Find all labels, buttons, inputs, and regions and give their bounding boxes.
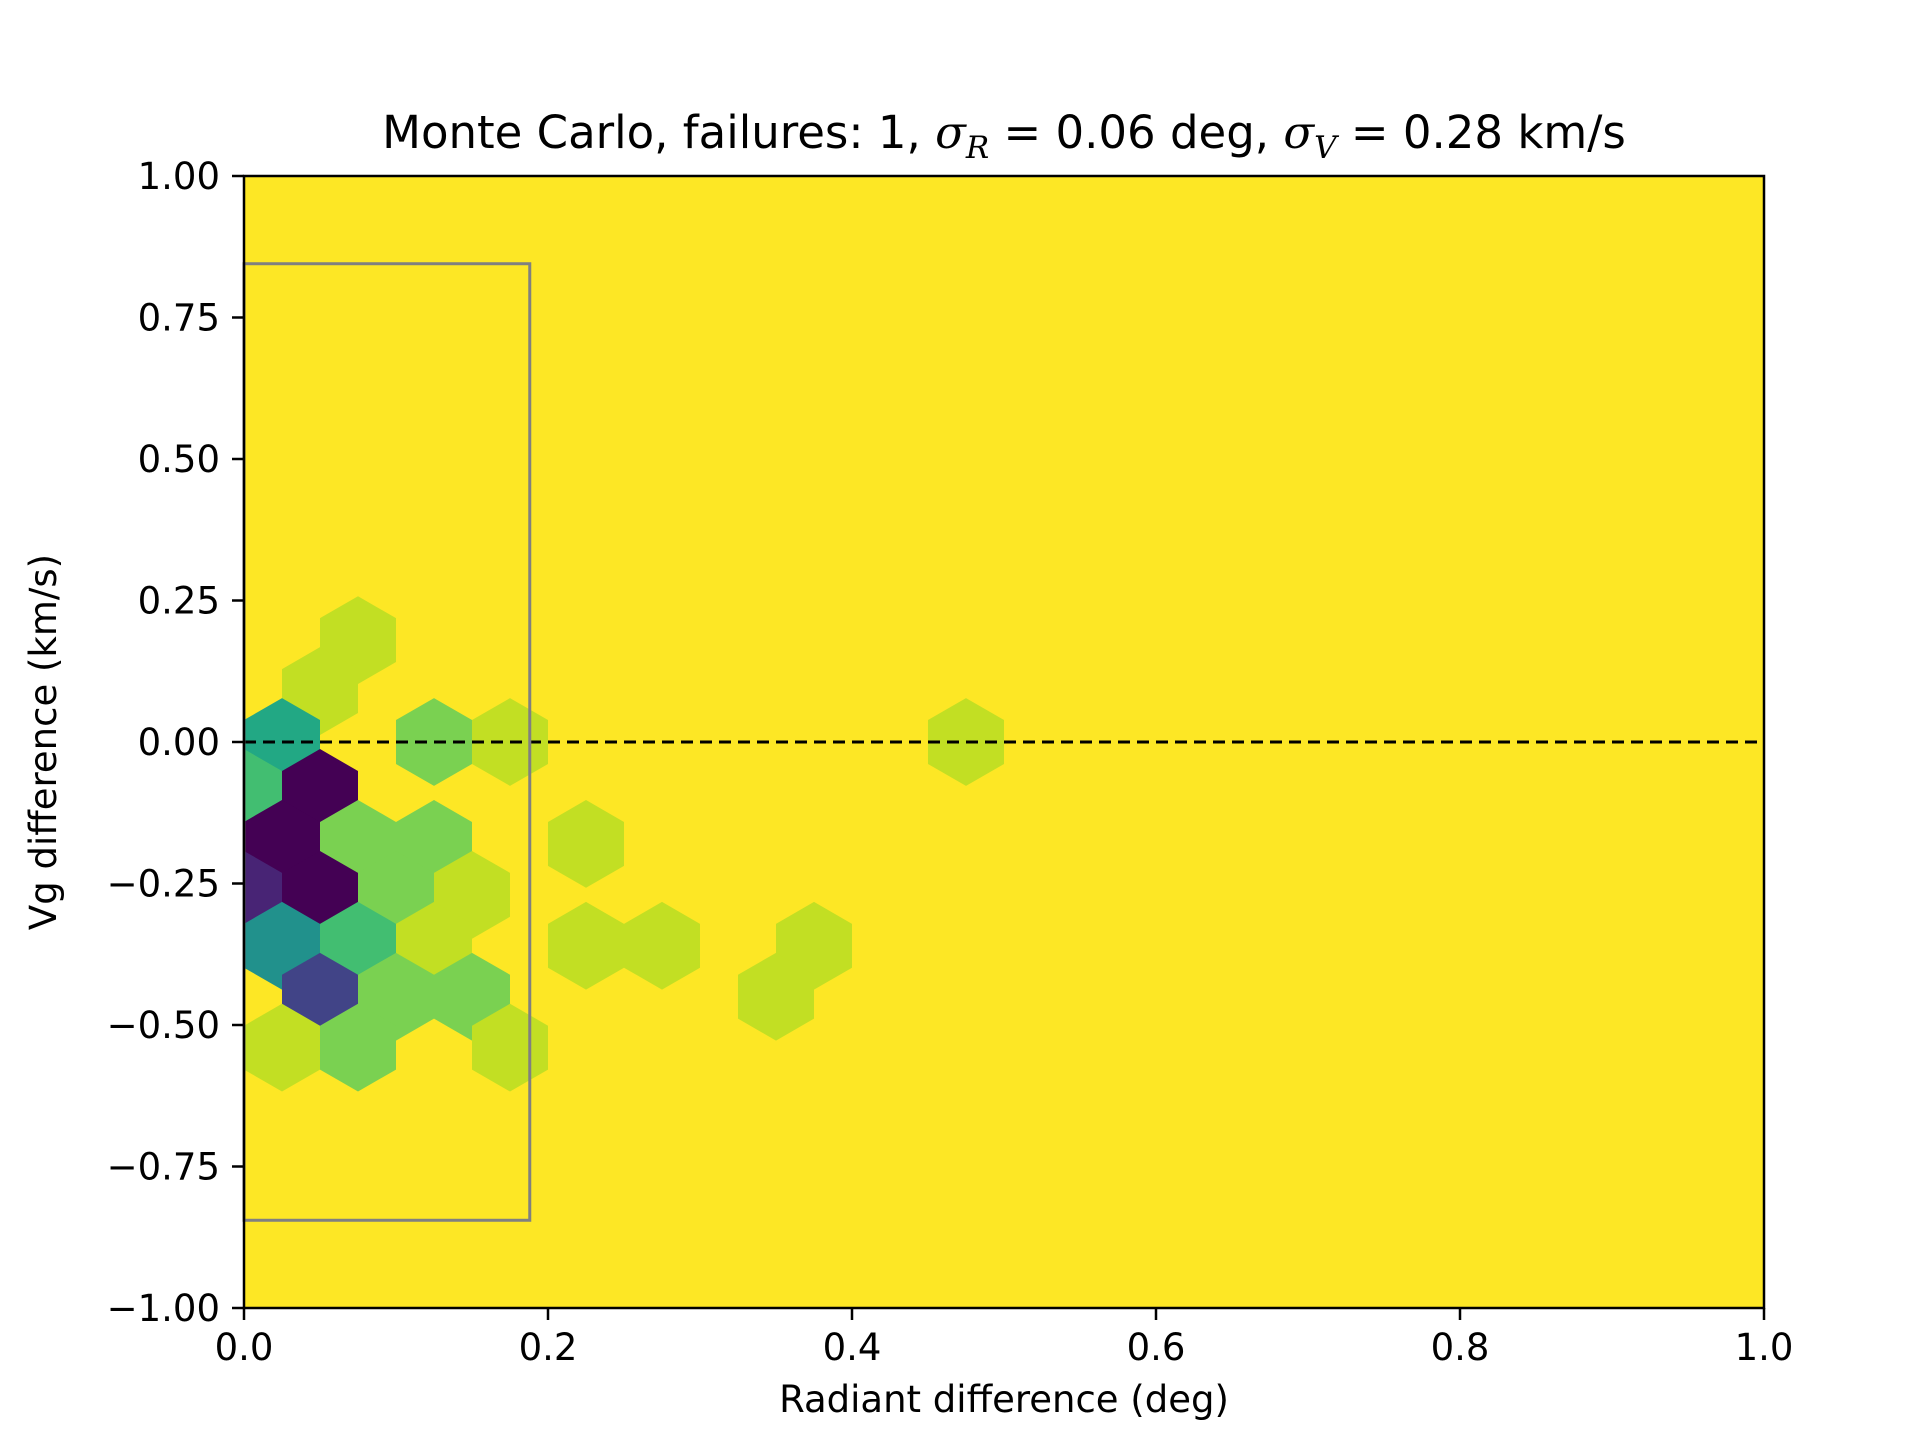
y-axis-label: Vg difference (km/s) bbox=[22, 554, 65, 930]
title-v-value: = 0.28 km/s bbox=[1337, 106, 1626, 159]
y-tick-label: 0.25 bbox=[138, 580, 220, 623]
chart-title: Monte Carlo, failures: 1, σR = 0.06 deg,… bbox=[382, 106, 1626, 166]
x-tick-label: 1.0 bbox=[1735, 1326, 1794, 1369]
hex-cell-11 bbox=[548, 800, 624, 888]
title-r-value: = 0.06 deg, bbox=[989, 106, 1283, 159]
hex-cell-19 bbox=[548, 901, 624, 990]
hex-cell-26 bbox=[244, 1003, 320, 1092]
x-axis-label: Radiant difference (deg) bbox=[779, 1378, 1229, 1421]
hex-cell-27 bbox=[320, 1003, 396, 1092]
hex-cell-20 bbox=[624, 901, 700, 990]
y-tick-label: −1.00 bbox=[107, 1287, 220, 1330]
x-tick-label: 0.4 bbox=[823, 1326, 882, 1369]
x-tick-label: 0.2 bbox=[519, 1326, 578, 1369]
y-tick-label: −0.25 bbox=[107, 863, 220, 906]
x-axis: 0.0 0.2 0.4 0.6 0.8 1.0 bbox=[215, 1308, 1794, 1369]
y-tick-label: 0.50 bbox=[138, 438, 220, 481]
hex-cell-25 bbox=[738, 952, 814, 1041]
title-prefix: Monte Carlo, failures: 1, bbox=[382, 106, 935, 159]
title-sigma-v: σ bbox=[1283, 106, 1315, 159]
x-tick-label: 0.6 bbox=[1127, 1326, 1186, 1369]
title-sub-v: V bbox=[1314, 130, 1340, 166]
y-tick-label: 1.00 bbox=[138, 155, 220, 198]
y-tick-label: −0.75 bbox=[107, 1146, 220, 1189]
x-tick-label: 0.0 bbox=[215, 1326, 274, 1369]
y-tick-label: −0.50 bbox=[107, 1004, 220, 1047]
title-sub-r: R bbox=[965, 130, 989, 166]
title-sigma-r: σ bbox=[935, 106, 967, 159]
y-axis: 1.00 0.75 0.50 0.25 0.00 −0.25 −0.50 −0.75 −1.00 bbox=[107, 155, 244, 1330]
y-tick-label: 0.75 bbox=[138, 297, 220, 340]
y-tick-label: 0.00 bbox=[138, 721, 220, 764]
x-tick-label: 0.8 bbox=[1431, 1326, 1490, 1369]
